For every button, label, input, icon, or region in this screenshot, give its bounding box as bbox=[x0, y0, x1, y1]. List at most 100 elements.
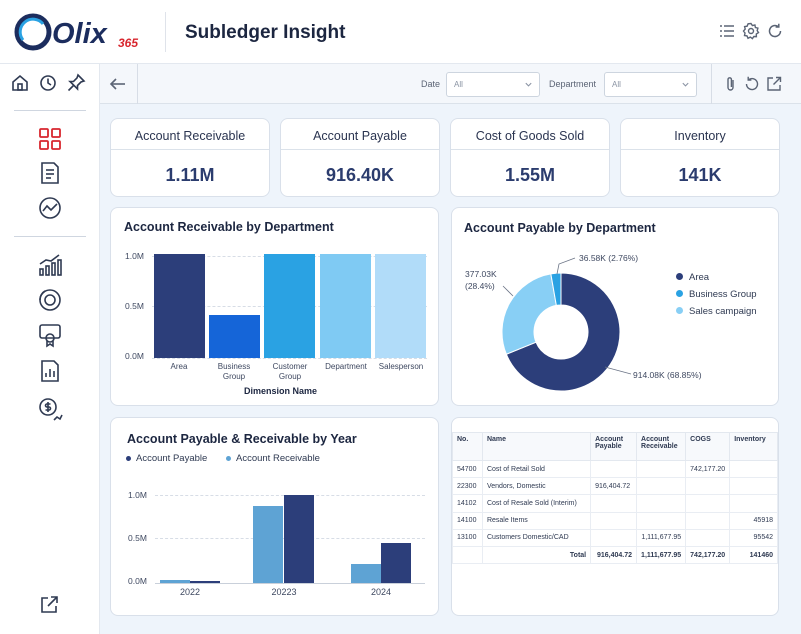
gridline bbox=[152, 358, 427, 359]
pin-icon[interactable] bbox=[66, 73, 86, 93]
column-header[interactable]: Account Payable bbox=[590, 432, 638, 461]
table-cell: 14102 bbox=[452, 494, 483, 513]
column-header[interactable]: No. bbox=[452, 432, 483, 461]
table-cell bbox=[590, 459, 638, 479]
y-tick-label: 0.5M bbox=[128, 533, 147, 543]
kpi-divider bbox=[111, 149, 269, 150]
legend-dot bbox=[226, 456, 231, 461]
y-tick-label: 0.0M bbox=[125, 351, 144, 361]
bar-salesperson[interactable] bbox=[375, 254, 426, 358]
table-cell: Total bbox=[481, 545, 592, 565]
bar-area[interactable] bbox=[154, 254, 205, 358]
pie-slice-sales-campaign[interactable] bbox=[501, 273, 557, 355]
list-icon[interactable] bbox=[718, 22, 736, 40]
x-axis-title: Dimension Name bbox=[244, 386, 318, 396]
bar-account-receivable-2022[interactable] bbox=[160, 580, 190, 583]
coin-exchange-icon[interactable] bbox=[37, 287, 63, 313]
table-row[interactable]: 13100 Customers Domestic/CAD 1,111,677.95 9… bbox=[452, 528, 778, 547]
olix-logo[interactable]: Olix 365 bbox=[14, 10, 146, 54]
kpi-card-cogs[interactable]: Cost of Goods Sold 1.55M bbox=[450, 118, 610, 197]
money-growth-icon[interactable] bbox=[37, 396, 63, 422]
table-cell bbox=[729, 494, 778, 513]
paperclip-icon[interactable] bbox=[722, 75, 740, 93]
external-link-icon[interactable] bbox=[38, 594, 60, 616]
bar-account-receivable-20223[interactable] bbox=[253, 505, 283, 583]
date-filter-label: Date bbox=[421, 79, 441, 89]
gear-icon[interactable] bbox=[742, 22, 760, 40]
report-icon[interactable] bbox=[37, 160, 63, 186]
bar-department[interactable] bbox=[320, 254, 371, 358]
table-cell: 95542 bbox=[729, 528, 778, 547]
table-cell: 916,404.72 bbox=[590, 545, 638, 565]
kpi-title: Account Payable bbox=[313, 129, 407, 143]
date-select-value: All bbox=[454, 80, 463, 89]
chart-title: Account Receivable by Department bbox=[124, 220, 334, 234]
chart-card-ap-by-department: Account Payable by Department bbox=[451, 207, 779, 406]
table-row[interactable]: 14102 Cost of Resale Sold (Interim) bbox=[452, 494, 778, 513]
kpi-card-account-payable[interactable]: Account Payable 916.40K bbox=[280, 118, 440, 197]
toolbar-divider bbox=[711, 64, 712, 104]
date-select[interactable]: All bbox=[446, 72, 540, 97]
table-cell bbox=[729, 477, 778, 496]
kpi-title: Account Receivable bbox=[134, 129, 246, 143]
bar-account-payable-2024[interactable] bbox=[381, 542, 411, 583]
table-cell: 22300 bbox=[452, 477, 483, 496]
chevron-down-icon bbox=[525, 82, 532, 87]
back-arrow-icon[interactable] bbox=[108, 74, 128, 94]
y-tick-label: 0.5M bbox=[125, 301, 144, 311]
invoice-chart-icon[interactable] bbox=[37, 358, 63, 384]
column-header[interactable]: Name bbox=[481, 432, 592, 461]
pie-slice-business-group[interactable] bbox=[550, 272, 562, 306]
column-header[interactable]: Account Receivable bbox=[636, 432, 687, 461]
column-header[interactable]: COGS bbox=[685, 432, 731, 461]
legend-dot bbox=[126, 456, 131, 461]
bar-business-group[interactable] bbox=[209, 315, 260, 358]
clock-icon[interactable] bbox=[38, 73, 58, 93]
header-divider bbox=[165, 12, 166, 52]
pie-slice-area[interactable] bbox=[505, 272, 621, 392]
x-category-label: 20223 bbox=[271, 587, 297, 597]
pie-data-label: 914.08K (68.85%) bbox=[633, 370, 702, 380]
export-icon[interactable] bbox=[765, 75, 783, 93]
toolbar: Date All Department All bbox=[100, 64, 801, 104]
x-category-label: Customer Group bbox=[272, 362, 308, 381]
kpi-card-inventory[interactable]: Inventory 141K bbox=[620, 118, 780, 197]
pie-data-label: 36.58K (2.76%) bbox=[579, 253, 639, 263]
subledger-table: No. Name Account Payable Account Receivabl… bbox=[452, 432, 778, 565]
table-cell bbox=[685, 511, 731, 530]
certificate-icon[interactable] bbox=[37, 322, 63, 348]
bar-customer-group[interactable] bbox=[264, 254, 315, 358]
department-select[interactable]: All bbox=[604, 72, 697, 97]
table-cell: 1,111,677.95 bbox=[636, 528, 687, 547]
chart-title: Account Payable & Receivable by Year bbox=[127, 432, 357, 446]
home-icon[interactable] bbox=[10, 73, 30, 93]
table-cell bbox=[636, 459, 687, 479]
column-header[interactable]: Inventory bbox=[729, 432, 778, 461]
pie-leader-line bbox=[604, 366, 632, 375]
kpi-divider bbox=[451, 149, 609, 150]
sidebar-divider bbox=[14, 110, 86, 111]
trend-icon[interactable] bbox=[37, 195, 63, 221]
bar-account-receivable-2024[interactable] bbox=[351, 563, 381, 583]
bar-account-payable-20223[interactable] bbox=[284, 495, 314, 583]
bar-account-payable-2022[interactable] bbox=[190, 581, 220, 583]
bar-chart-growth-icon[interactable] bbox=[37, 252, 63, 278]
table-row[interactable]: 22300 Vendors, Domestic 916,404.72 bbox=[452, 477, 778, 496]
y-tick-label: 1.0M bbox=[128, 490, 147, 500]
table-row[interactable]: 54700 Cost of Retail Sold 742,177.20 bbox=[452, 459, 778, 479]
kpi-card-account-receivable[interactable]: Account Receivable 1.11M bbox=[110, 118, 270, 197]
sidebar-divider bbox=[14, 236, 86, 237]
reset-icon[interactable] bbox=[743, 75, 761, 93]
table-row[interactable]: 14100 Resale Items 45918 bbox=[452, 511, 778, 530]
table-cell: 14100 bbox=[452, 511, 483, 530]
dashboard-grid-icon[interactable] bbox=[37, 126, 63, 152]
pie-leader-line bbox=[502, 285, 514, 297]
legend-dot bbox=[676, 273, 683, 280]
refresh-icon[interactable] bbox=[766, 22, 784, 40]
legend-item: Account Payable bbox=[126, 453, 207, 464]
kpi-title: Inventory bbox=[674, 129, 726, 143]
legend-item: Sales campaign bbox=[676, 306, 757, 317]
legend-item: Business Group bbox=[676, 289, 757, 300]
legend-item: Account Receivable bbox=[226, 453, 320, 464]
table-cell: 742,177.20 bbox=[685, 545, 731, 565]
